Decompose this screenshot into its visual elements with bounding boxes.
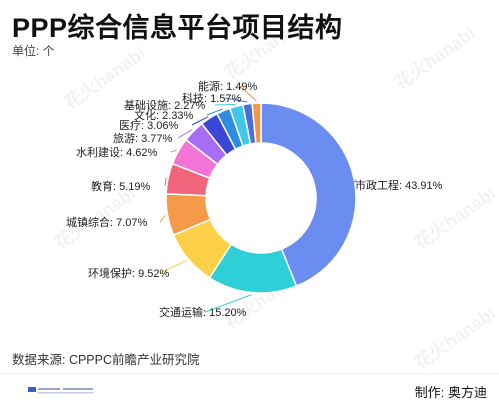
data-source: 数据来源: CPPPC前瞻产业研究院 xyxy=(12,353,200,367)
data-label-9: 文化: 2.33% xyxy=(134,108,194,122)
data-label-1: 市政工程: 43.91% xyxy=(355,178,443,192)
footer-divider xyxy=(0,373,499,374)
leader-line-3 xyxy=(159,259,187,274)
data-label-7: 旅游: 3.77% xyxy=(113,131,173,145)
leader-line-1 xyxy=(351,179,357,186)
publisher-logo xyxy=(28,387,93,394)
leader-line-11 xyxy=(224,97,248,103)
watermark-text: 花火hanabi xyxy=(410,182,499,253)
leader-line-9 xyxy=(206,108,223,116)
unit-label: 单位: 个 xyxy=(12,44,55,58)
leader-line-10 xyxy=(214,103,236,106)
slice-group xyxy=(165,102,357,294)
watermark-text: 花火hanabi xyxy=(220,12,309,83)
data-label-6: 水利建设: 4.62% xyxy=(76,145,158,159)
leader-line-7 xyxy=(177,129,193,139)
data-label-2: 交通运输: 15.20% xyxy=(159,305,247,319)
leader-line-6 xyxy=(170,149,177,153)
data-label-4: 城镇综合: 7.07% xyxy=(66,215,148,229)
leader-line-4 xyxy=(159,214,166,223)
watermark-text: 花火hanabi xyxy=(390,22,479,93)
maker-credit: 制作: 奥方迪 xyxy=(414,385,487,400)
leader-line-12 xyxy=(239,85,257,102)
page-title: PPP综合信息平台项目结构 xyxy=(12,13,343,43)
label-group: 市政工程: 43.91% 交通运输: 15.20% 环境保护: 9.52% 城镇综合:… xyxy=(66,79,443,319)
leader-line-8 xyxy=(191,116,209,126)
watermark-text: 花火hanabi xyxy=(410,302,499,373)
data-label-12: 能源: 1.49% xyxy=(198,79,258,93)
data-label-8: 医疗: 3.06% xyxy=(119,118,179,132)
leader-line-group xyxy=(159,85,357,313)
data-label-5: 教育: 5.19% xyxy=(91,179,151,193)
slice-1 xyxy=(260,102,357,288)
leader-line-2 xyxy=(204,294,252,313)
slice-12 xyxy=(251,102,262,145)
data-label-3: 环境保护: 9.52% xyxy=(88,266,170,280)
data-label-11: 科技: 1.57% xyxy=(182,91,242,105)
leader-line-5 xyxy=(164,177,167,187)
data-label-10: 基础设施: 2.27% xyxy=(124,99,206,112)
